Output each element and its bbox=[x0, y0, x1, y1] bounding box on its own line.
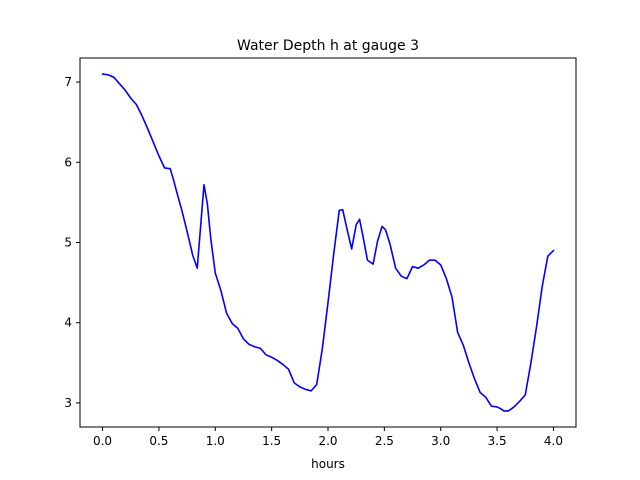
y-tick-label: 5 bbox=[64, 236, 72, 250]
x-tick-label: 2.5 bbox=[375, 434, 394, 448]
y-tick-label: 4 bbox=[64, 316, 72, 330]
x-tick-label: 1.5 bbox=[262, 434, 281, 448]
y-tick-label: 3 bbox=[64, 396, 72, 410]
y-tick-label: 6 bbox=[64, 155, 72, 169]
x-axis-label: hours bbox=[311, 457, 345, 471]
x-tick-label: 1.0 bbox=[206, 434, 225, 448]
series-line-0 bbox=[101, 73, 555, 412]
x-tick-label: 2.0 bbox=[318, 434, 337, 448]
plot-area bbox=[79, 57, 577, 428]
x-tick-label: 3.0 bbox=[431, 434, 450, 448]
y-axis-ticks: 3 4 5 6 7 bbox=[64, 75, 80, 410]
x-tick-label: 4.0 bbox=[544, 434, 563, 448]
chart-title: Water Depth h at gauge 3 bbox=[237, 38, 419, 54]
x-tick-label: 0.0 bbox=[93, 434, 112, 448]
x-axis-ticks: 0.0 0.5 1.0 1.5 2.0 2.5 3.0 3.5 4.0 bbox=[93, 427, 563, 448]
y-tick-label: 7 bbox=[64, 75, 72, 89]
x-tick-label: 0.5 bbox=[149, 434, 168, 448]
axes-frame bbox=[79, 57, 577, 428]
x-tick-label: 3.5 bbox=[488, 434, 507, 448]
